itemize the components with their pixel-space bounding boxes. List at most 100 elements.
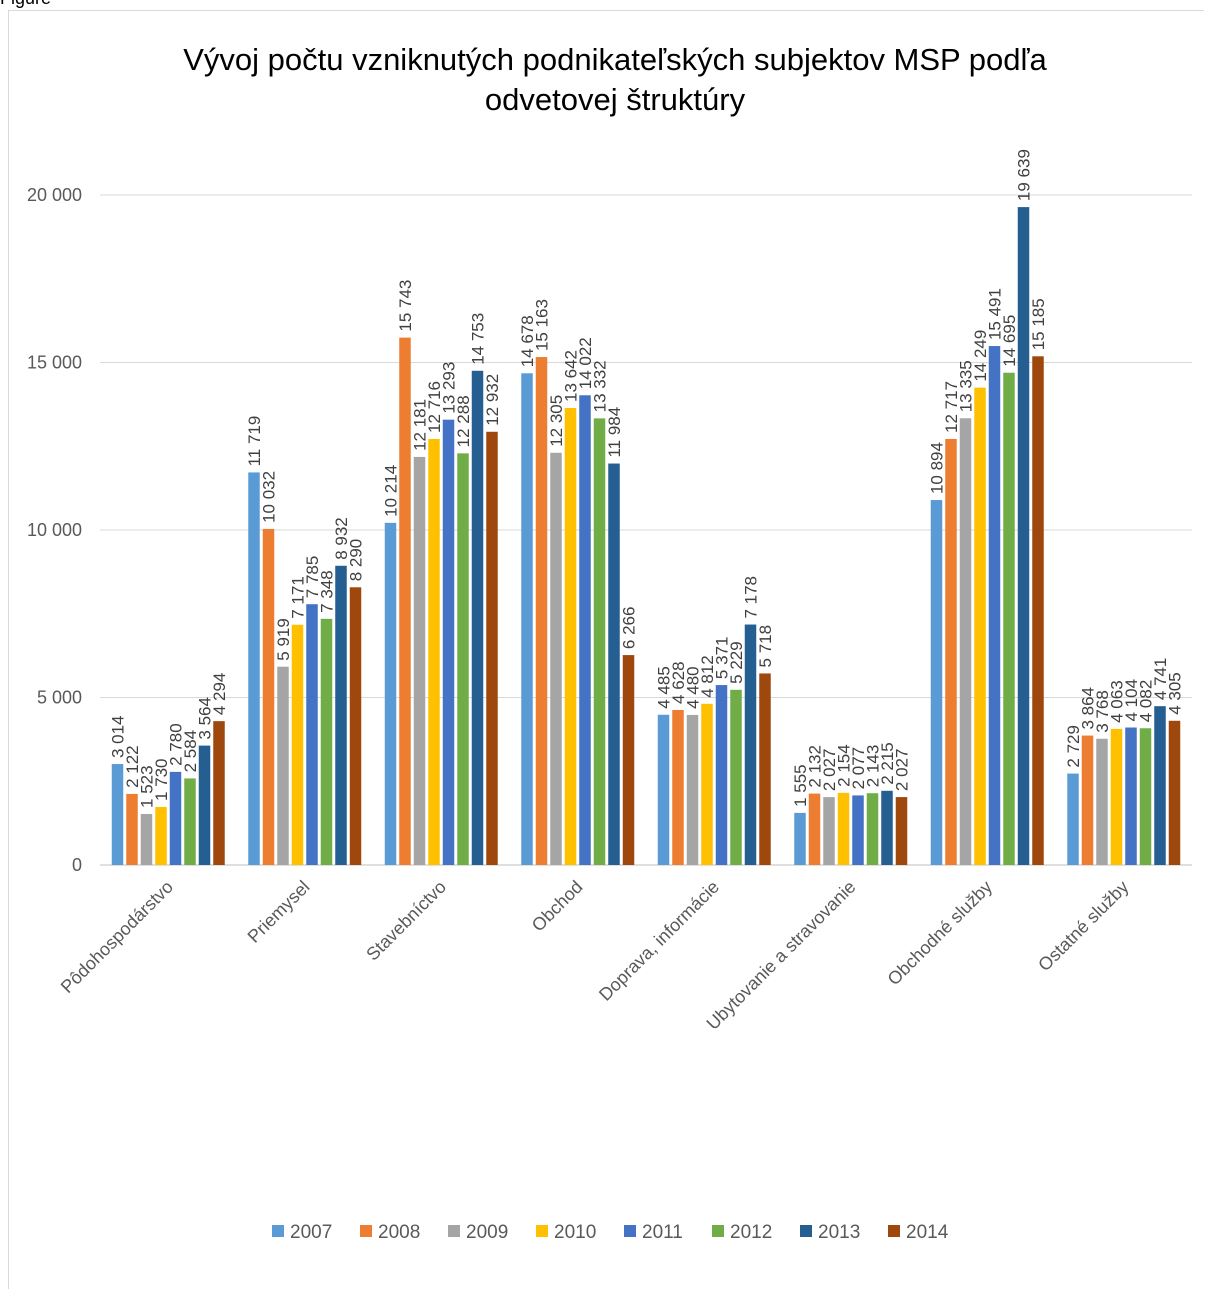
data-label: 8 290: [347, 539, 366, 582]
category-label: Doprava, informácie: [595, 877, 723, 1005]
data-label: 11 984: [605, 407, 624, 458]
data-label: 13 335: [957, 360, 976, 412]
data-label: 14 753: [469, 313, 488, 365]
bar: [974, 387, 986, 865]
legend-swatch: [448, 1225, 460, 1237]
data-label: 6 266: [620, 607, 639, 650]
y-axis-ticks: 0 5 000 10 000 15 000 20 000: [27, 185, 82, 875]
legend-swatch: [360, 1225, 372, 1237]
legend-label: 2011: [642, 1222, 683, 1243]
data-label: 4 305: [1166, 672, 1185, 715]
data-label: 12 181: [411, 399, 430, 451]
data-label: 15 185: [1029, 298, 1048, 350]
bar: [1096, 738, 1108, 865]
chart-title: Vývoj počtu vzniknutých podnikateľských …: [183, 42, 1047, 117]
bar: [155, 807, 167, 865]
legend-label: 2012: [730, 1222, 772, 1243]
bar: [866, 793, 879, 865]
bar: [1110, 728, 1123, 865]
bar: [471, 370, 484, 865]
bar: [930, 500, 943, 865]
data-label: 2 780: [167, 723, 186, 766]
data-label: 4 741: [1151, 658, 1170, 701]
data-label: 11 719: [245, 416, 264, 467]
bar: [184, 778, 196, 865]
data-label: 3 768: [1093, 690, 1112, 733]
legend-swatch: [624, 1225, 636, 1237]
data-label: 3 864: [1079, 687, 1098, 730]
data-label: 14 678: [518, 315, 537, 367]
data-label: 2 132: [806, 745, 825, 788]
chart-title-line: odvetovej štruktúry: [485, 82, 746, 117]
data-label: 2 584: [181, 730, 200, 773]
legend-swatch: [272, 1225, 284, 1237]
data-label: 2 122: [123, 745, 142, 788]
bar: [715, 685, 728, 865]
bar: [550, 452, 562, 865]
data-label: 7 171: [289, 576, 308, 619]
data-label: 1 730: [152, 758, 171, 801]
bar: [349, 587, 362, 865]
bar: [1139, 728, 1152, 865]
data-label: 13 332: [591, 360, 610, 412]
bar: [428, 439, 440, 865]
y-tick-label: 10 000: [27, 520, 82, 540]
legend-swatch: [536, 1225, 548, 1237]
bar: [744, 624, 757, 865]
legend-label: 2008: [378, 1222, 420, 1243]
y-tick-label: 15 000: [27, 353, 82, 373]
bar: [399, 337, 411, 865]
data-label: 2 027: [893, 749, 912, 792]
data-label: 2 729: [1064, 725, 1083, 768]
bar: [262, 528, 275, 865]
bar: [248, 472, 260, 865]
legend-label: 2014: [906, 1222, 949, 1243]
bar: [701, 703, 713, 865]
bar: [686, 714, 699, 865]
bar: [320, 618, 333, 865]
data-label: 4 480: [684, 666, 703, 709]
y-tick-label: 20 000: [27, 185, 82, 205]
data-label: 3 014: [109, 715, 128, 758]
legend-swatch: [888, 1225, 900, 1237]
data-label: 14 695: [1000, 315, 1019, 367]
data-label: 5 718: [756, 625, 775, 668]
data-label: 13 642: [562, 350, 581, 402]
data-label: 4 082: [1137, 680, 1156, 723]
bar: [988, 346, 1001, 865]
bar: [622, 655, 635, 865]
data-label: 14 022: [576, 337, 595, 389]
bar: [1003, 372, 1015, 865]
bar: [657, 714, 670, 865]
bar: [1081, 735, 1094, 865]
chart-frame: [8, 10, 1204, 1289]
category-label: Ostatné služby: [1034, 877, 1132, 975]
bar: [213, 721, 225, 865]
data-label: 12 305: [547, 395, 566, 447]
bars: [111, 207, 1181, 865]
data-label: 15 743: [396, 280, 415, 332]
bar: [881, 790, 893, 865]
bar: [608, 463, 620, 865]
legend-label: 2007: [290, 1222, 332, 1243]
legend-label: 2010: [554, 1222, 596, 1243]
data-label: 4 628: [669, 661, 688, 704]
data-label: 7 785: [303, 556, 322, 599]
bar: [852, 795, 864, 865]
bar: [1154, 706, 1166, 865]
bar: [126, 793, 138, 865]
data-label: 15 163: [533, 299, 552, 351]
data-label: 7 348: [318, 570, 337, 613]
bar: [1017, 207, 1030, 865]
data-label: 1 555: [791, 764, 810, 807]
bar: [169, 771, 182, 865]
legend-label: 2013: [818, 1222, 860, 1243]
y-tick-label: 0: [72, 855, 82, 875]
bar: [823, 797, 835, 865]
bar: [486, 431, 498, 865]
data-label: 19 639: [1015, 149, 1034, 201]
data-label: 4 063: [1108, 680, 1127, 723]
bar: [277, 666, 289, 865]
